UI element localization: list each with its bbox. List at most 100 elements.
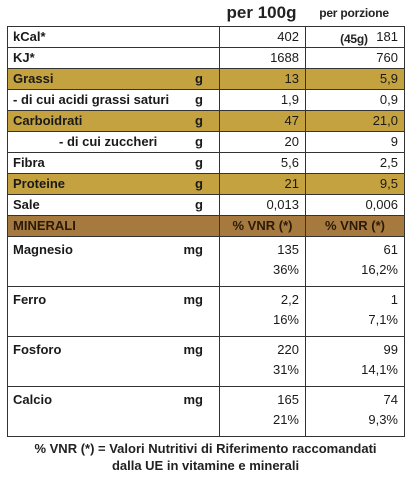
mineral-value-serving: 61 [383,242,398,257]
mineral-value-100g: 135 [277,242,299,257]
mineral-vnr-100g: 16% [272,312,299,327]
mineral-per-100g: 135 36% [219,236,306,287]
nutrient-row: - di cui acidi grassi saturi g 1,9 0,9 [7,89,405,111]
value-per-serving: 9 [305,131,405,153]
nutrient-label: KJ* [7,47,173,69]
mineral-unit: mg [172,336,220,387]
nutrient-label-text: - di cui acidi grassi saturi [13,92,170,107]
value-per-100g: 402 [219,26,306,48]
minerals-unit-blank [172,215,220,237]
mineral-value-100g: 165 [277,392,299,407]
mineral-vnr-100g: 21% [272,412,299,427]
nutrient-label: Sale [7,194,173,216]
mineral-per-serving: 99 14,1% [305,336,405,387]
value-per-serving: 2,5 [305,152,405,174]
mineral-row: Calcio mg 165 21% 74 9,3% [7,386,405,437]
mineral-value-serving: 1 [390,292,398,307]
minerals-title: MINERALI [7,215,173,237]
mineral-value-serving: 74 [383,392,398,407]
mineral-value-100g: 2,2 [280,292,299,307]
mineral-label: Calcio [7,386,173,437]
nutrient-row: Grassi g 13 5,9 [7,68,405,90]
nutrient-row: Fibra g 5,6 2,5 [7,152,405,174]
mineral-per-100g: 165 21% [219,386,306,437]
nutrient-unit: g [172,68,220,90]
nutrient-label-text: Fibra [13,155,45,170]
nutrient-unit: g [172,89,220,111]
mineral-per-serving: 74 9,3% [305,386,405,437]
nutrient-unit: g [172,173,220,195]
nutrition-table: kCal* 402 181 KJ* 1688 760 Grassi g 13 5,9- di cu… [7,26,405,437]
value-per-100g: 20 [219,131,306,153]
mineral-vnr-serving: 16,2% [361,262,398,277]
nutrient-label: kCal* [7,26,173,48]
nutrient-row: Sale g 0,013 0,006 [7,194,405,216]
value-per-100g: 1,9 [219,89,306,111]
nutrient-label: - di cui acidi grassi saturi [7,89,173,111]
value-per-100g: 47 [219,110,306,132]
mineral-label: Fosforo [7,336,173,387]
mineral-unit: mg [172,286,220,337]
nutrient-label: Fibra [7,152,173,174]
mineral-unit: mg [172,386,220,437]
value-per-100g: 21 [219,173,306,195]
nutrient-unit: g [172,131,220,153]
mineral-vnr-serving: 14,1% [361,362,398,377]
mineral-row: Ferro mg 2,2 16% 1 7,1% [7,286,405,337]
value-per-serving: 760 [305,47,405,69]
value-per-100g: 0,013 [219,194,306,216]
footnote-line-2: dalla UE in vitamine e minerali [111,458,300,473]
vnr-header-100g: % VNR (*) [219,215,306,237]
value-per-serving: 21,0 [305,110,405,132]
nutrient-row: KJ* 1688 760 [7,47,405,69]
nutrient-label-text: KJ* [13,50,35,65]
mineral-row: Fosforo mg 220 31% 99 14,1% [7,336,405,387]
nutrient-row: - di cui zuccheri g 20 9 [7,131,405,153]
mineral-value-serving: 99 [383,342,398,357]
mineral-per-100g: 2,2 16% [219,286,306,337]
nutrient-label-text: Carboidrati [13,113,83,128]
footnote: % VNR (*) = Valori Nutritivi di Riferime… [0,440,411,474]
nutrient-label: Grassi [7,68,173,90]
nutrient-label-text: Grassi [13,71,54,86]
mineral-label: Magnesio [7,236,173,287]
value-per-100g: 1688 [219,47,306,69]
value-per-serving: 0,9 [305,89,405,111]
mineral-per-serving: 61 16,2% [305,236,405,287]
value-per-serving: 5,9 [305,68,405,90]
mineral-row: Magnesio mg 135 36% 61 16,2% [7,236,405,287]
nutrient-label-text: Proteine [13,176,66,191]
value-per-serving: 0,006 [305,194,405,216]
vnr-header-serving: % VNR (*) [305,215,405,237]
nutrient-unit: g [172,110,220,132]
mineral-value-100g: 220 [277,342,299,357]
nutrient-unit [172,47,220,69]
mineral-vnr-serving: 9,3% [368,412,398,427]
nutrient-label: Proteine [7,173,173,195]
mineral-per-100g: 220 31% [219,336,306,387]
nutrient-label-text: - di cui zuccheri [59,134,158,149]
nutrient-unit: g [172,152,220,174]
mineral-per-serving: 1 7,1% [305,286,405,337]
per-serving-header: per porzione (45g) [319,6,389,46]
nutrient-unit: g [172,194,220,216]
nutrient-row: kCal* 402 181 [7,26,405,48]
mineral-unit: mg [172,236,220,287]
footnote-line-1: % VNR (*) = Valori Nutritivi di Riferime… [34,441,377,456]
mineral-vnr-100g: 36% [272,262,299,277]
per-100g-header: per 100g [226,3,297,22]
value-per-100g: 5,6 [219,152,306,174]
mineral-label: Ferro [7,286,173,337]
minerals-header-row: MINERALI % VNR (*)% VNR (*) [7,215,405,237]
nutrient-label: - di cui zuccheri [7,131,173,153]
nutrient-label-text: Sale [13,197,40,212]
nutrient-label-text: kCal* [13,29,46,44]
mineral-vnr-serving: 7,1% [368,312,398,327]
nutrient-row: Carboidrati g 47 21,0 [7,110,405,132]
value-per-100g: 13 [219,68,306,90]
value-per-serving: 181 [305,26,405,48]
mineral-vnr-100g: 31% [272,362,299,377]
nutrient-row: Proteine g 21 9,5 [7,173,405,195]
value-per-serving: 9,5 [305,173,405,195]
nutrient-unit [172,26,220,48]
